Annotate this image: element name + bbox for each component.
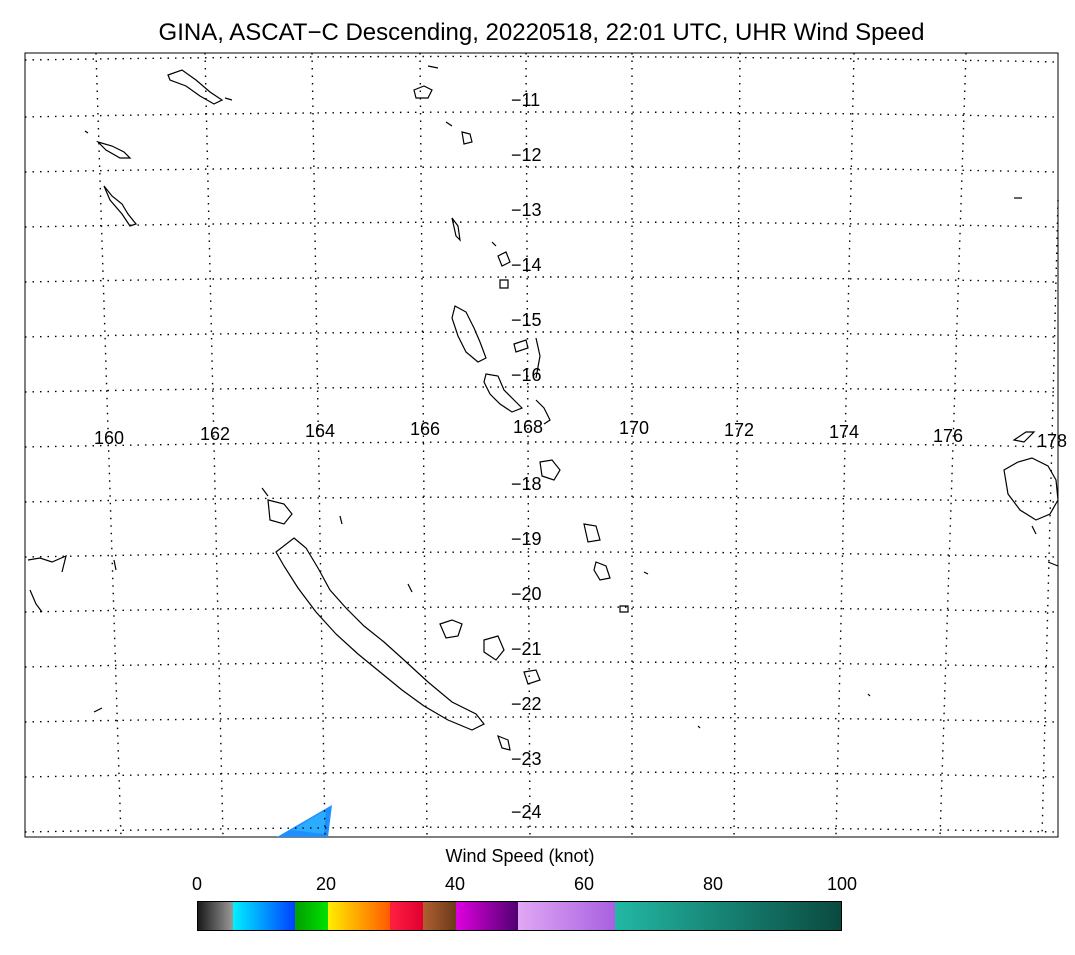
colorbar-segment [456, 902, 518, 930]
lon-label: 162 [200, 424, 230, 444]
colorbar-tick: 60 [573, 874, 595, 894]
lat-label: −20 [511, 584, 542, 604]
colorbar-segment [615, 902, 841, 930]
colorbar-label: Wind Speed (knot) [445, 846, 595, 866]
lon-label: 164 [305, 421, 335, 441]
colorbar-tick: 100 [826, 874, 858, 894]
colorbar [197, 901, 842, 931]
lat-label: −16 [511, 365, 542, 385]
lat-label: −23 [511, 749, 542, 769]
lon-label: 168 [513, 417, 543, 437]
colorbar-tick: 0 [191, 874, 203, 894]
lon-label: 176 [933, 426, 963, 446]
colorbar-segment [233, 902, 295, 930]
lon-label: 170 [619, 418, 649, 438]
colorbar-segment [328, 902, 390, 930]
lon-label: 178 [1037, 431, 1067, 451]
lon-label: 174 [829, 422, 859, 442]
colorbar-segment [390, 902, 423, 930]
colorbar-tick: 40 [444, 874, 466, 894]
coastlines [27, 65, 1059, 751]
map-title: GINA, ASCAT−C Descending, 20220518, 22:0… [158, 19, 925, 46]
wind-swath-light [292, 810, 326, 834]
lon-label: 166 [410, 419, 440, 439]
colorbar-segment [295, 902, 328, 930]
lat-label: −11 [511, 90, 540, 110]
graticule [24, 52, 1059, 838]
lon-label: 172 [724, 420, 754, 440]
lat-label: −14 [511, 255, 542, 275]
colorbar-tick: 20 [315, 874, 337, 894]
map-frame [24, 52, 1059, 838]
wind-map: 160 162 164 166 168 170 172 174 176 178 … [24, 52, 1067, 838]
colorbar-segment [518, 902, 615, 930]
lat-label: −18 [511, 474, 542, 494]
colorbar-segment [423, 902, 456, 930]
lat-label: −22 [511, 694, 542, 714]
lat-label: −13 [511, 200, 542, 220]
lon-label: 160 [94, 428, 124, 448]
colorbar-segment [198, 902, 233, 930]
lat-label: −12 [511, 145, 542, 165]
lat-label: −24 [511, 802, 542, 822]
colorbar-tick: 80 [702, 874, 724, 894]
lat-label: −15 [511, 310, 542, 330]
lat-label: −21 [511, 639, 542, 659]
lat-label: −19 [511, 529, 542, 549]
